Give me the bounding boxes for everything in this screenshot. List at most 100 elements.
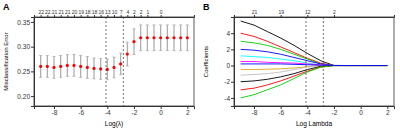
x-axis-tick: -6	[278, 106, 284, 116]
x-axis-title: Log(λ)	[105, 120, 123, 128]
x-axis-tick-label: 2	[186, 109, 190, 116]
error-cap	[93, 78, 96, 79]
x-axis-tick-label: -2	[332, 109, 338, 116]
y-axis-tick-mark	[31, 22, 34, 23]
point	[52, 66, 55, 69]
top-axis-tick: 19	[78, 9, 84, 17]
point	[39, 65, 42, 68]
panel-label: A	[3, 2, 10, 12]
error-cap	[173, 50, 176, 51]
point	[152, 36, 155, 39]
top-axis-tick-label: 2	[333, 9, 336, 15]
top-axis-tick: 12	[305, 9, 311, 17]
error-cap	[173, 24, 176, 25]
y-axis-title: Misclassification Error	[3, 32, 9, 90]
error-cap	[133, 28, 136, 29]
coefficient-line	[241, 49, 388, 65]
point	[126, 52, 129, 55]
y-axis-tick: 2	[226, 46, 234, 53]
figure: -8-6-4-2020.200.250.300.3522222121212019…	[0, 0, 400, 128]
error-cap	[106, 79, 109, 80]
x-axis-tick-label: 2	[386, 109, 390, 116]
y-axis-tick-mark	[31, 71, 34, 72]
top-axis-tick: 21	[252, 9, 258, 17]
point	[46, 65, 49, 68]
top-axis-tick-label: 2	[140, 9, 143, 15]
point	[119, 62, 122, 65]
x-axis-tick: -4	[305, 106, 311, 116]
y-axis-tick: 0.30	[17, 43, 34, 50]
panel: -8-6-4-2020.200.250.300.3522222121212019…	[17, 9, 194, 116]
error-bar	[127, 42, 128, 66]
reference-line	[306, 17, 307, 106]
y-axis-tick: 0.25	[17, 68, 34, 75]
point	[132, 40, 135, 43]
top-axis-tick-label: 19	[278, 9, 284, 15]
error-cap	[39, 77, 42, 78]
y-axis-tick: 0.35	[17, 19, 34, 26]
x-axis-tick-label: -2	[132, 109, 138, 116]
error-cap	[139, 24, 142, 25]
top-axis-tick: 1	[146, 9, 149, 17]
point	[146, 36, 149, 39]
point	[166, 36, 169, 39]
y-axis-tick-label: 0	[226, 62, 230, 69]
error-cap	[46, 55, 49, 56]
top-axis-tick-label: 21	[65, 9, 71, 15]
top-axis-tick-label: 20	[72, 9, 78, 15]
point	[139, 36, 142, 39]
y-axis-title: Coefficients	[203, 46, 209, 77]
top-axis-tick: 2	[133, 9, 136, 17]
top-axis-tick-label: 21	[58, 9, 64, 15]
x-axis-title: Log Lambda	[296, 120, 333, 128]
y-axis-tick: 0	[226, 62, 234, 69]
panel: -8-6-4-202-4-20242119122	[224, 9, 394, 116]
x-axis-tick: -2	[332, 106, 338, 116]
x-axis-tick-label: 0	[159, 109, 163, 116]
point	[186, 36, 189, 39]
error-cap	[179, 50, 182, 51]
top-axis: 222221212120191818161310742210	[35, 9, 195, 18]
top-axis-tick-label: 12	[305, 9, 311, 15]
error-cap	[119, 74, 122, 75]
error-bar	[113, 57, 114, 78]
y-axis-tick-label: 0.20	[17, 93, 30, 100]
error-bar	[120, 53, 121, 75]
plot-area	[39, 17, 189, 106]
error-cap	[153, 50, 156, 51]
top-axis-tick: 22	[45, 9, 51, 17]
x-axis-tick-label: -4	[305, 109, 311, 116]
error-cap	[166, 50, 169, 51]
reference-line	[323, 17, 324, 106]
x-axis-tick: 0	[359, 106, 363, 116]
point	[179, 36, 182, 39]
plot-frame	[234, 17, 394, 106]
error-cap	[126, 65, 129, 66]
x-axis: -8-6-4-202	[235, 106, 395, 116]
error-cap	[59, 77, 62, 78]
top-axis-tick-label: 18	[92, 9, 98, 15]
y-axis-tick-label: 0.35	[17, 19, 30, 26]
plot-frame	[34, 17, 194, 106]
y-axis-tick-mark	[231, 98, 234, 99]
error-cap	[73, 54, 76, 55]
top-axis-tick: 21	[65, 9, 71, 17]
y-axis: -4-2024	[224, 18, 234, 107]
x-axis-tick: -8	[52, 106, 58, 116]
x-axis-tick: 0	[159, 106, 163, 116]
point	[99, 67, 102, 70]
x-axis: -8-6-4-202	[35, 106, 195, 116]
x-axis-tick: 2	[386, 106, 390, 116]
error-cap	[159, 50, 162, 51]
error-cap	[79, 77, 82, 78]
top-axis-tick: 10	[112, 9, 118, 17]
y-axis-tick-mark	[231, 82, 234, 83]
y-axis-tick-mark	[231, 33, 234, 34]
top-axis-tick-label: 7	[120, 9, 123, 15]
error-cap	[126, 42, 129, 43]
point	[86, 66, 89, 69]
reference-line	[106, 17, 107, 106]
panel-label: B	[203, 2, 210, 12]
top-axis-tick: 0	[160, 9, 163, 17]
y-axis-tick-mark	[31, 47, 34, 48]
